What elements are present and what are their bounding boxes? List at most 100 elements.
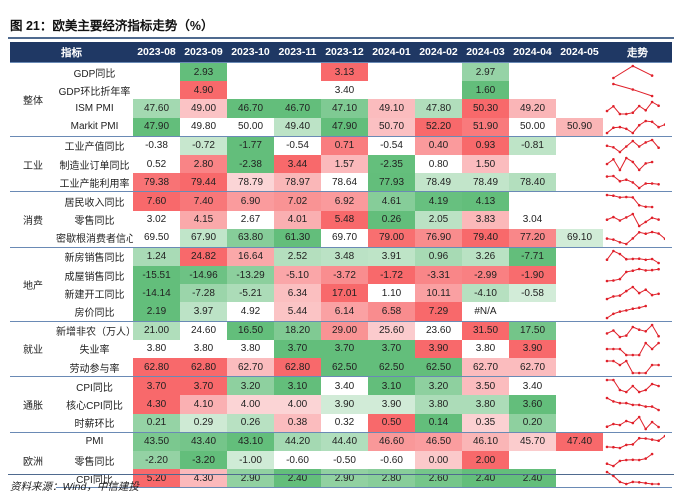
group-label: 消费 <box>10 191 56 248</box>
sparkline-point <box>644 288 647 292</box>
trend-sparkline <box>605 138 660 154</box>
value-cell: 77.20 <box>509 228 556 248</box>
value-cell: 3.80 <box>180 339 227 358</box>
sparkline-point <box>618 388 622 392</box>
value-cell: 3.80 <box>462 395 509 414</box>
sparkline-point <box>637 328 641 331</box>
value-cell <box>556 413 603 433</box>
sparkline-point <box>631 286 635 289</box>
sparkline-point <box>612 126 615 129</box>
sparkline-point <box>618 168 622 172</box>
value-cell: -0.50 <box>321 450 368 470</box>
value-cell: 4.30 <box>180 469 227 489</box>
value-cell: 3.60 <box>509 395 556 414</box>
sparkline-point <box>605 470 609 474</box>
value-cell: 78.40 <box>509 173 556 192</box>
sparkline-point <box>631 131 635 134</box>
sparkline-point <box>637 371 641 375</box>
sparkline-point <box>631 181 635 184</box>
sparkline-point <box>612 347 615 351</box>
value-cell <box>415 62 462 82</box>
value-cell: 47.90 <box>321 117 368 137</box>
value-cell <box>368 62 415 82</box>
sparkline-point <box>644 341 647 345</box>
value-cell <box>556 135 603 155</box>
sparkline-point <box>612 249 615 253</box>
figure-title: 图 21：欧美主要经济指标走势（%） <box>10 19 214 33</box>
sparkline-point <box>625 156 628 160</box>
sparkline-point <box>625 215 628 219</box>
value-cell: 5.20 <box>133 469 180 489</box>
trend-sparkline <box>605 174 660 190</box>
trend-sparkline-cell <box>603 413 672 433</box>
sparkline-point <box>618 218 622 222</box>
value-cell <box>556 320 603 340</box>
value-cell: 47.40 <box>556 431 603 451</box>
value-cell <box>556 358 603 377</box>
sparkline-point <box>605 237 609 240</box>
value-cell: 0.52 <box>133 154 180 174</box>
sparkline-point <box>644 269 647 272</box>
value-cell: -3.31 <box>415 266 462 285</box>
sparkline-point <box>618 252 622 256</box>
value-cell: -2.35 <box>368 154 415 174</box>
value-cell: -14.96 <box>180 266 227 285</box>
sparkline-point <box>612 312 615 315</box>
value-cell: 3.70 <box>274 339 321 358</box>
value-cell: 0.26 <box>227 413 274 433</box>
trend-sparkline-cell <box>603 339 672 358</box>
indicator-label: 工业产值同比 <box>56 135 133 155</box>
value-cell: 47.60 <box>133 99 180 118</box>
value-cell: 2.80 <box>368 469 415 489</box>
value-cell: -13.29 <box>227 266 274 285</box>
sparkline-point <box>644 304 647 307</box>
value-cell: -0.60 <box>274 450 321 470</box>
value-cell: 2.40 <box>274 469 321 489</box>
value-cell <box>509 81 556 100</box>
sparkline-point <box>625 390 628 394</box>
value-cell <box>509 302 556 322</box>
value-cell: 0.26 <box>368 210 415 229</box>
sparkline-point <box>657 217 660 221</box>
sparkline-point <box>637 305 641 309</box>
value-cell: 51.90 <box>462 117 509 137</box>
value-cell: 47.80 <box>415 99 462 118</box>
sparkline-point <box>612 105 615 109</box>
trend-sparkline-cell <box>603 210 672 229</box>
trend-sparkline <box>605 212 660 227</box>
sparkline-point <box>644 205 647 209</box>
value-cell: 3.44 <box>274 154 321 174</box>
trend-sparkline-cell <box>603 358 672 377</box>
value-cell: 4.10 <box>180 395 227 414</box>
sparkline-point <box>605 279 609 283</box>
indicator-label: 零售同比 <box>56 210 133 229</box>
value-cell: -5.21 <box>227 284 274 303</box>
value-cell: 63.80 <box>227 228 274 248</box>
sparkline-point <box>618 363 622 367</box>
group-label: 整体 <box>10 62 56 137</box>
sparkline-point <box>650 138 654 142</box>
sparkline-point <box>657 482 660 486</box>
sparkline-point <box>631 384 635 388</box>
indicator-label: GDP同比 <box>56 62 133 82</box>
value-cell: 0.71 <box>321 135 368 155</box>
value-cell: 62.70 <box>227 358 274 377</box>
value-cell: 49.10 <box>368 99 415 118</box>
value-cell: -2.20 <box>133 450 180 470</box>
value-cell <box>556 376 603 396</box>
value-cell: 49.40 <box>274 117 321 137</box>
table-row: CPI同比 5.20 4.30 2.90 2.40 2.90 2.80 2.60 2.40 2.4… <box>10 469 672 489</box>
value-cell <box>227 62 274 82</box>
indicator-label: 零售同比 <box>56 450 133 470</box>
sparkline-point <box>625 353 628 357</box>
value-cell: 16.64 <box>227 246 274 267</box>
value-cell: 79.40 <box>462 228 509 248</box>
value-cell: -15.51 <box>133 266 180 285</box>
sparkline-point <box>631 160 635 164</box>
value-cell: 7.29 <box>415 302 462 322</box>
sparkline-point <box>618 347 622 351</box>
trend-sparkline <box>605 359 660 375</box>
sparkline-point <box>605 175 609 179</box>
value-cell <box>556 154 603 174</box>
sparkline-point <box>644 140 647 144</box>
